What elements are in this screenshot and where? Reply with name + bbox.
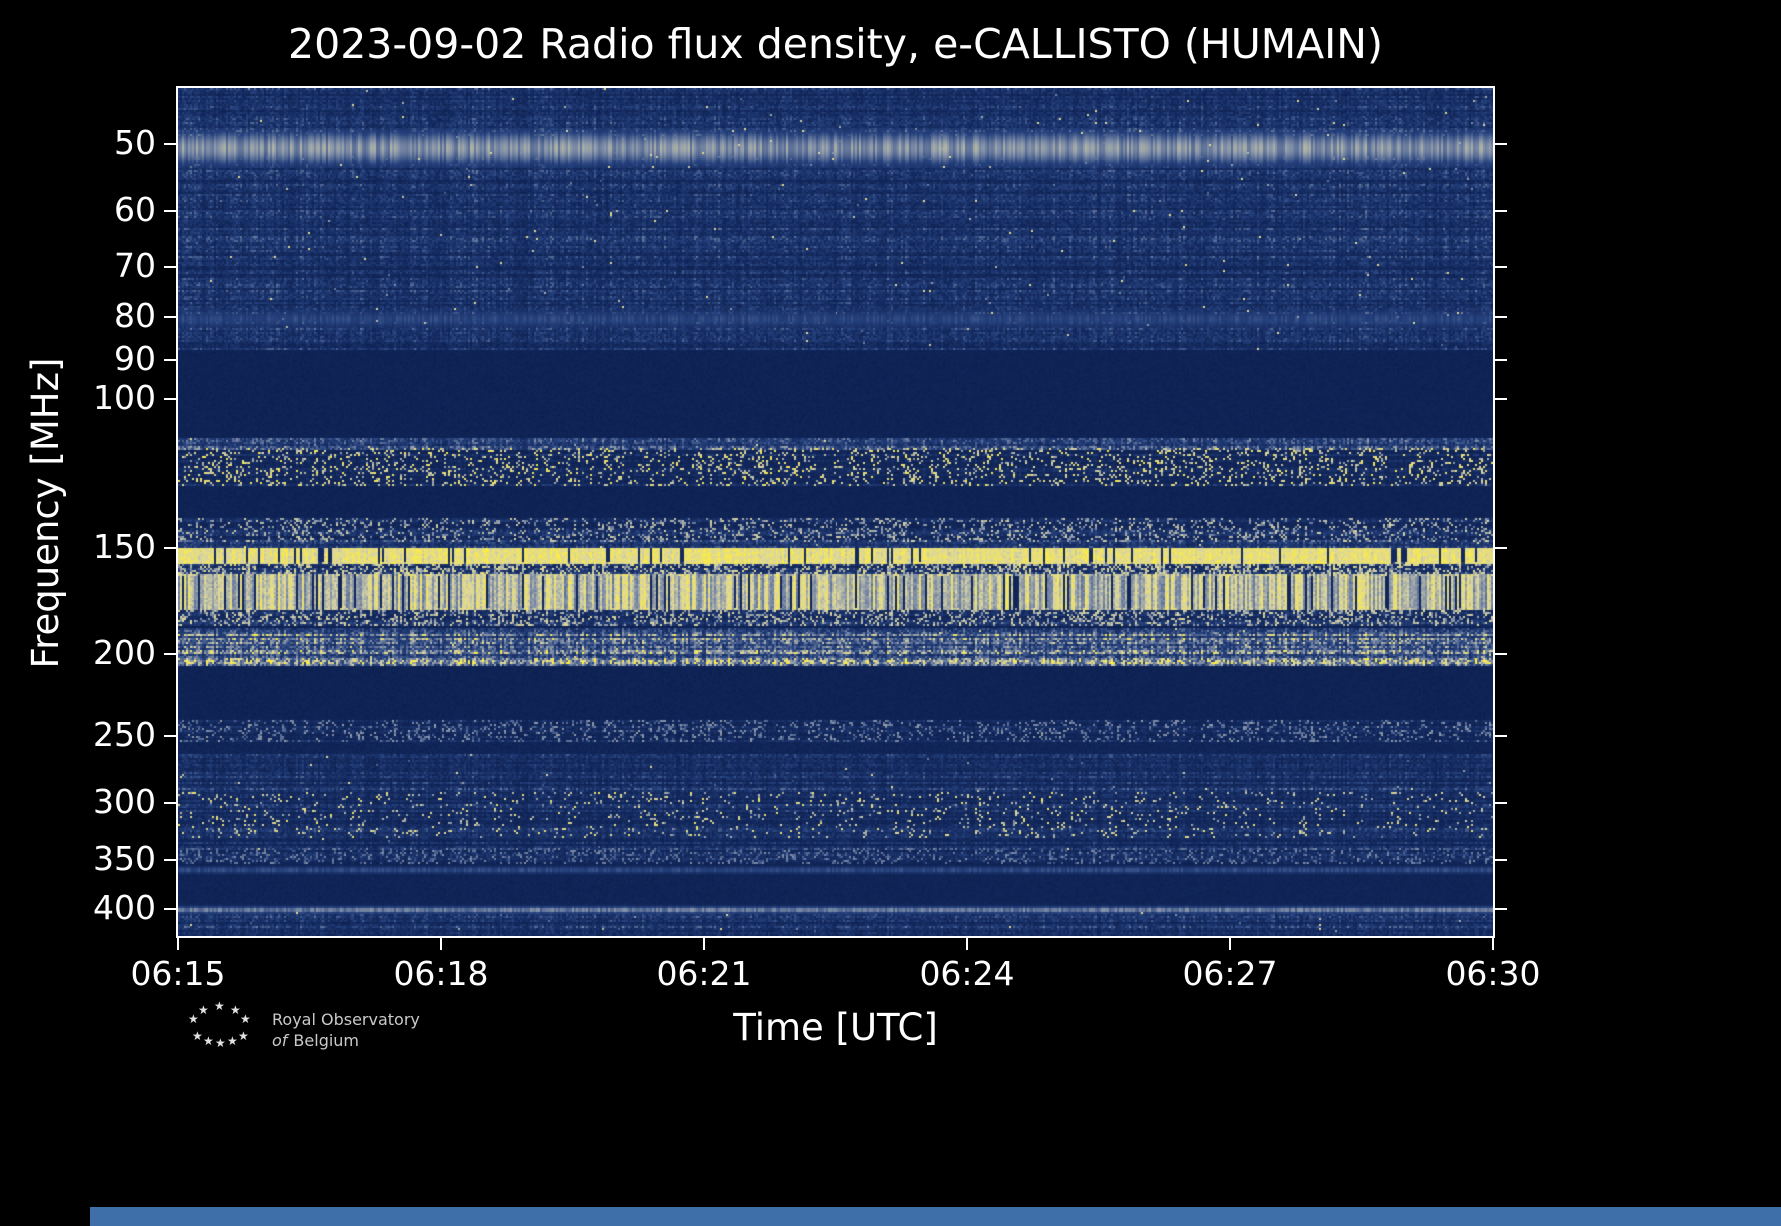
y-tick-label: 80	[114, 295, 156, 335]
y-tick-label: 100	[93, 377, 156, 417]
stars-arc-icon: ★ ★ ★ ★ ★ ★ ★ ★ ★ ★	[186, 1000, 254, 1052]
star-glyph: ★	[240, 1012, 251, 1026]
y-tick-mark	[1495, 735, 1507, 738]
logo-text-line2: of Belgium	[272, 1030, 420, 1051]
x-tick-label: 06:15	[130, 954, 226, 993]
x-tick-mark	[177, 938, 179, 950]
x-tick-mark	[440, 938, 442, 950]
y-tick-label: 50	[114, 122, 156, 162]
x-tick-mark	[966, 938, 968, 950]
y-tick-mark	[1495, 266, 1507, 269]
x-tick-label: 06:21	[656, 954, 752, 993]
rob-logo: ★ ★ ★ ★ ★ ★ ★ ★ ★ ★ Royal Observatory of Belgium	[186, 1000, 526, 1062]
y-tick-mark	[164, 209, 176, 212]
y-tick-label: 70	[114, 246, 156, 286]
star-glyph: ★	[198, 1003, 209, 1017]
y-tick-mark	[164, 266, 176, 269]
logo-text-line2-rest: Belgium	[293, 1031, 360, 1050]
y-tick-mark	[164, 142, 176, 145]
y-tick-mark	[1495, 859, 1507, 862]
y-tick-mark	[164, 359, 176, 362]
y-tick-label: 150	[93, 527, 156, 567]
y-tick-mark	[1495, 315, 1507, 318]
bottom-window-strip	[90, 1207, 1781, 1226]
y-tick-mark	[1495, 802, 1507, 805]
x-tick-label: 06:27	[1182, 954, 1278, 993]
star-glyph: ★	[238, 1029, 249, 1043]
y-tick-label: 350	[93, 839, 156, 879]
y-tick-mark	[164, 653, 176, 656]
logo-text: Royal Observatory of Belgium	[272, 1009, 420, 1051]
logo-text-line2-prefix: of	[272, 1031, 288, 1050]
y-tick-mark	[1495, 359, 1507, 362]
y-tick-label: 90	[114, 339, 156, 379]
y-tick-label: 60	[114, 189, 156, 229]
x-tick-mark	[703, 938, 705, 950]
star-glyph: ★	[215, 1036, 226, 1050]
x-tick-mark	[1229, 938, 1231, 950]
y-tick-mark	[164, 802, 176, 805]
y-tick-label: 300	[93, 782, 156, 822]
y-tick-mark	[164, 397, 176, 400]
y-tick-mark	[164, 735, 176, 738]
y-tick-mark	[164, 908, 176, 911]
x-tick-mark	[1492, 938, 1494, 950]
y-tick-mark	[1495, 209, 1507, 212]
x-axis-label: Time [UTC]	[733, 1006, 938, 1049]
spectrogram-canvas	[178, 88, 1493, 936]
y-tick-mark	[1495, 142, 1507, 145]
x-tick-label: 06:30	[1445, 954, 1541, 993]
y-tick-label: 200	[93, 633, 156, 673]
star-glyph: ★	[227, 1034, 238, 1048]
plot-area	[176, 86, 1495, 938]
star-glyph: ★	[203, 1034, 214, 1048]
x-tick-label: 06:24	[919, 954, 1015, 993]
y-tick-label: 400	[93, 888, 156, 928]
y-tick-mark	[1495, 397, 1507, 400]
x-tick-label: 06:18	[393, 954, 489, 993]
y-tick-label: 250	[93, 715, 156, 755]
chart-title: 2023-09-02 Radio flux density, e-CALLIST…	[288, 20, 1383, 68]
y-tick-mark	[1495, 908, 1507, 911]
star-glyph: ★	[188, 1012, 199, 1026]
y-tick-mark	[1495, 547, 1507, 550]
logo-text-line1: Royal Observatory	[272, 1010, 420, 1029]
star-glyph: ★	[192, 1029, 203, 1043]
star-glyph: ★	[230, 1003, 241, 1017]
y-tick-mark	[164, 859, 176, 862]
star-glyph: ★	[214, 999, 225, 1013]
y-tick-mark	[164, 547, 176, 550]
y-tick-mark	[1495, 653, 1507, 656]
y-tick-mark	[164, 315, 176, 318]
